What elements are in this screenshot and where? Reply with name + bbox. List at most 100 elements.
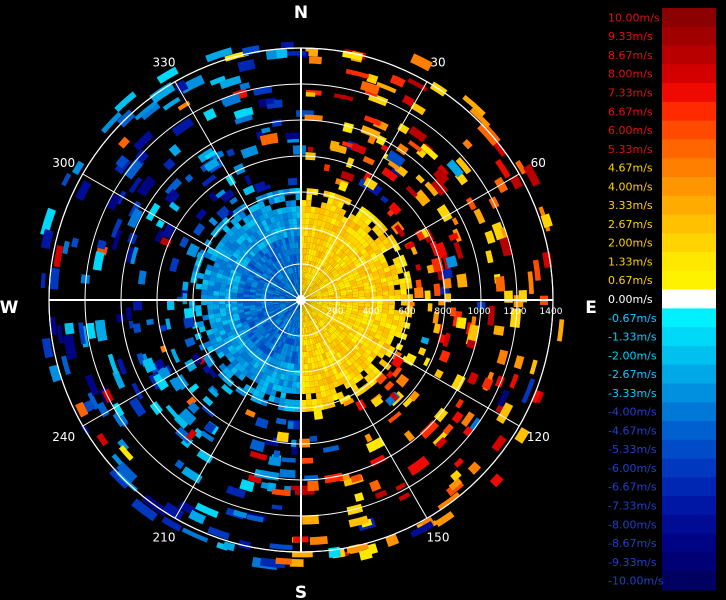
echo-cell	[257, 201, 266, 209]
echo-cell	[296, 309, 299, 316]
echo-cell	[277, 266, 283, 273]
echo-cell	[302, 303, 305, 310]
echo-cell	[315, 342, 320, 350]
echo-cell	[330, 237, 337, 245]
echo-cell	[382, 304, 389, 310]
echo-cell	[254, 347, 261, 355]
echo-cell	[306, 399, 313, 406]
echo-cell	[215, 321, 224, 328]
echo-cell	[307, 314, 311, 321]
echo-cell	[289, 307, 295, 312]
echo-cell	[335, 265, 342, 272]
echo-cell	[269, 284, 277, 289]
echo-cell	[316, 397, 324, 405]
echo-cell	[333, 287, 340, 292]
echo-cell	[325, 389, 332, 397]
echo-cell	[285, 243, 291, 250]
colorbar-swatch	[662, 45, 716, 65]
echo-cell	[329, 326, 336, 333]
echo-cell	[302, 321, 304, 328]
echo-cell	[319, 311, 326, 316]
echo-cell	[326, 321, 333, 327]
echo-cell	[280, 304, 287, 308]
echo-cell	[312, 317, 318, 324]
echo-cell	[265, 217, 272, 226]
echo-cell	[278, 312, 284, 318]
echo-cell	[252, 316, 259, 322]
echo-cell	[326, 286, 333, 290]
echo-cell	[339, 310, 346, 315]
colorbar-swatch	[662, 571, 716, 591]
echo-cell	[341, 245, 348, 253]
echo-cell	[315, 292, 322, 296]
echo-cell	[262, 338, 269, 346]
echo-cell	[250, 351, 257, 360]
echo-cell	[297, 290, 300, 297]
echo-cell	[204, 251, 212, 260]
echo-cell	[270, 363, 276, 371]
echo-cell	[290, 314, 295, 321]
echo-cell	[293, 279, 297, 286]
echo-cell	[345, 218, 353, 227]
echo-cell	[355, 211, 364, 220]
echo-cell	[297, 303, 300, 310]
echo-cell	[231, 233, 239, 242]
echo-cell	[279, 297, 286, 300]
echo-cell	[302, 315, 305, 322]
echo-cell	[325, 283, 332, 288]
echo-cell	[232, 281, 240, 287]
echo-cell	[219, 307, 226, 313]
echo-cell	[282, 330, 288, 337]
echo-cell	[249, 233, 257, 241]
echo-cell	[247, 243, 255, 251]
echo-cell	[333, 330, 340, 337]
echo-cell	[315, 250, 320, 258]
echo-cell	[284, 398, 291, 406]
echo-cell	[314, 330, 320, 337]
echo-cell	[378, 321, 387, 328]
echo-cell	[289, 288, 294, 294]
colorbar-swatch	[662, 289, 716, 309]
echo-cell	[296, 381, 301, 388]
echo-cell	[249, 226, 257, 234]
colorbar-swatch	[662, 158, 716, 178]
echo-cell	[356, 329, 364, 336]
echo-cell	[321, 253, 328, 261]
echo-cell	[345, 226, 353, 234]
echo-cell	[309, 274, 314, 281]
echo-cell	[227, 237, 236, 245]
echo-cell	[251, 281, 259, 286]
echo-cell	[292, 248, 297, 255]
echo-cell	[296, 206, 302, 213]
echo-cell	[244, 255, 252, 263]
echo-cell	[387, 285, 395, 291]
echo-cell	[319, 385, 326, 392]
echo-cell	[256, 349, 264, 357]
echo-cell	[376, 307, 383, 313]
echo-cell	[213, 290, 220, 296]
echo-cell	[257, 283, 264, 288]
echo-cell	[257, 312, 264, 317]
echo-cell	[275, 318, 282, 325]
echo-cell	[337, 343, 344, 350]
echo-cell	[345, 309, 352, 314]
colorbar-label: 10.00m/s	[608, 11, 660, 24]
echo-cell	[201, 294, 208, 300]
echo-cell	[269, 273, 276, 279]
echo-cell	[343, 381, 351, 390]
echo-cell	[195, 305, 202, 312]
echo-cell	[343, 281, 351, 286]
echo-cell	[322, 304, 329, 308]
echo-cell	[308, 305, 314, 311]
echo-cell	[262, 310, 270, 315]
echo-cell	[406, 305, 413, 312]
echo-cell	[303, 321, 306, 328]
echo-cell	[246, 318, 254, 324]
echo-cell	[344, 268, 352, 275]
echo-cell	[347, 321, 354, 327]
echo-cell	[207, 333, 216, 341]
echo-cell	[346, 294, 353, 298]
echo-cell	[311, 350, 317, 357]
colorbar-swatch	[662, 139, 716, 159]
echo-cell	[342, 361, 350, 369]
